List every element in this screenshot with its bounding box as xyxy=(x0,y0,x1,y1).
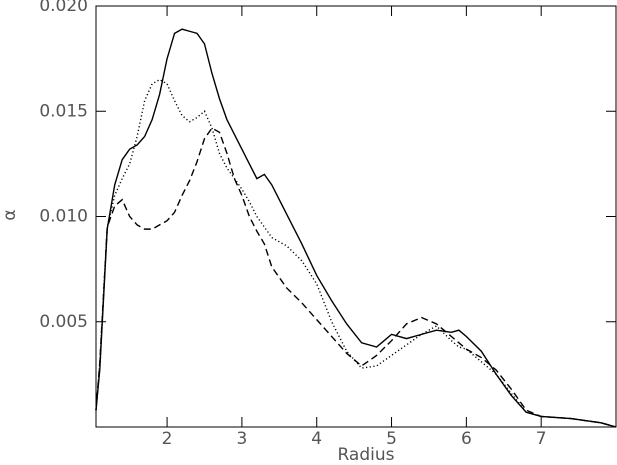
x-axis-label: Radius xyxy=(337,445,394,465)
data-line xyxy=(95,127,617,428)
x-tick-label: 5 xyxy=(386,429,397,449)
y-tick-label: 0.010 xyxy=(39,207,88,227)
plot-frame xyxy=(95,5,617,428)
data-line xyxy=(95,78,617,428)
x-tick-label: 7 xyxy=(536,429,547,449)
x-tick-label: 2 xyxy=(162,429,173,449)
y-tick-label: 0.020 xyxy=(39,0,88,16)
y-axis-label: α xyxy=(0,209,20,220)
x-tick-label: 3 xyxy=(236,429,247,449)
x-tick-label: 6 xyxy=(461,429,472,449)
y-tick-label: 0.005 xyxy=(39,312,88,332)
x-tick-label: 4 xyxy=(311,429,322,449)
data-line xyxy=(95,28,617,428)
y-tick-label: 0.015 xyxy=(39,101,88,121)
